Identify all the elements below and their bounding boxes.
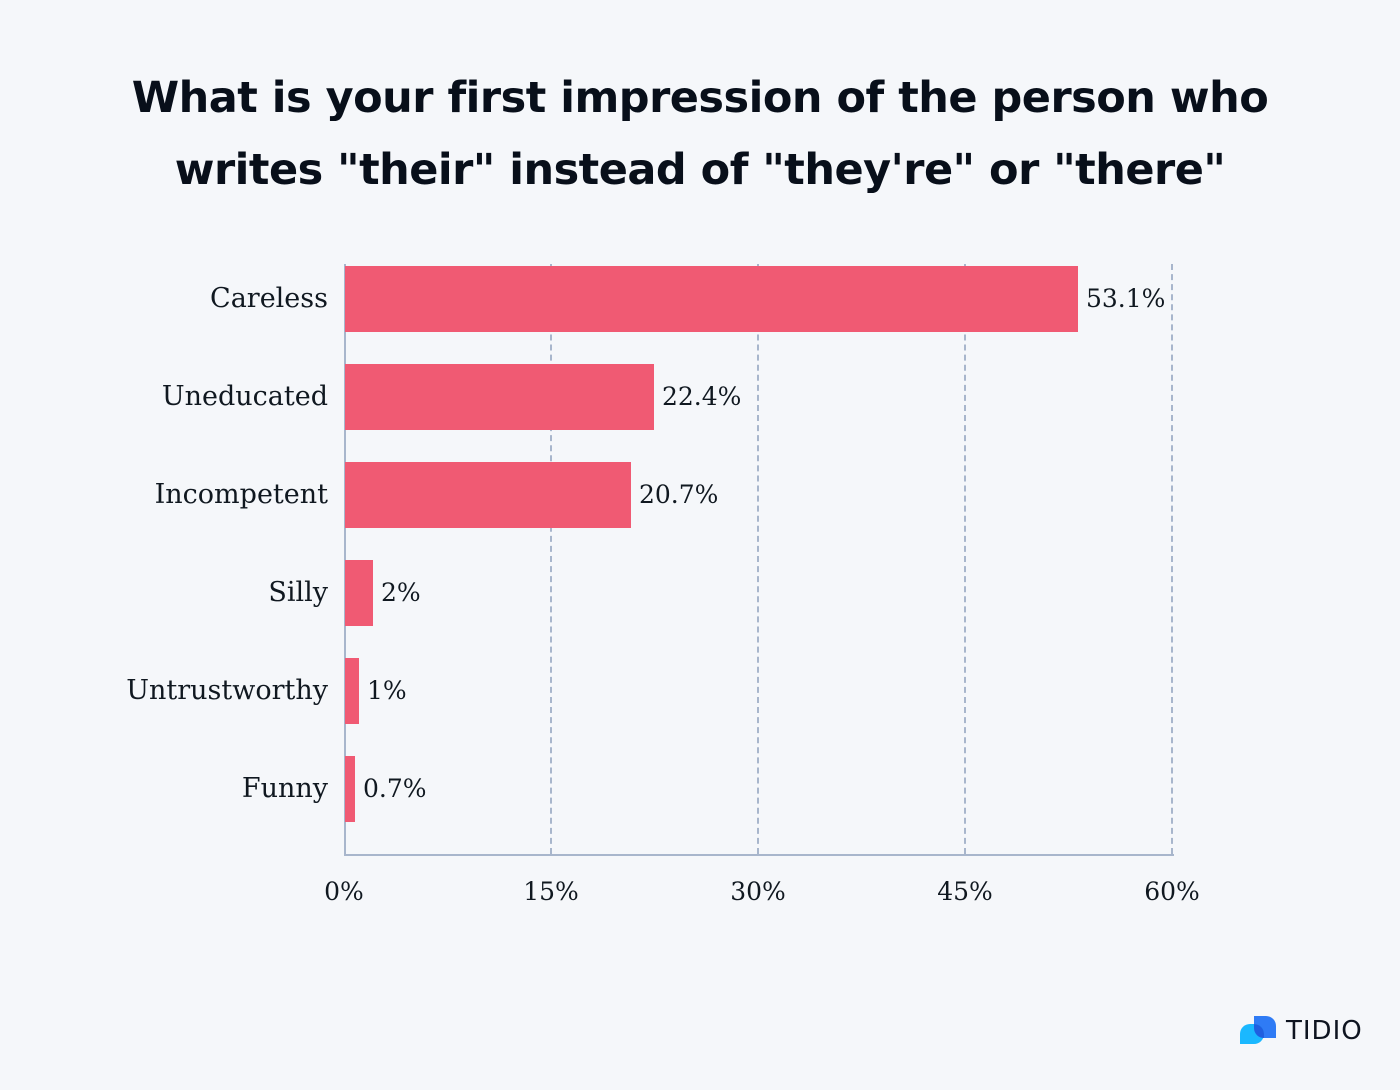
category-label: Untrustworthy: [126, 675, 328, 706]
category-label: Silly: [268, 577, 328, 608]
bar-row: 53.1%: [344, 266, 1244, 332]
bar-untrustworthy: [345, 658, 359, 724]
x-tick-label: 30%: [730, 877, 786, 906]
bar-careless: [345, 266, 1078, 332]
bar-value-label: 53.1%: [1086, 284, 1166, 313]
bar-incompetent: [345, 462, 631, 528]
bar-uneducated: [345, 364, 654, 430]
bar-row: 20.7%: [344, 462, 1244, 528]
tidio-logo-text: TIDIO: [1286, 1016, 1363, 1046]
category-label: Careless: [210, 283, 328, 314]
bar-value-label: 2%: [381, 578, 421, 607]
bar-funny: [345, 756, 355, 822]
bar-value-label: 20.7%: [639, 480, 719, 509]
category-label: Uneducated: [161, 381, 328, 412]
gridline-45: [964, 264, 966, 854]
bar-silly: [345, 560, 373, 626]
gridline-15: [550, 264, 552, 854]
x-tick-label: 45%: [937, 877, 993, 906]
x-tick-label: 0%: [324, 877, 364, 906]
x-tick-label: 15%: [523, 877, 579, 906]
x-axis-line: [344, 854, 1174, 856]
bar-row: 2%: [344, 560, 1244, 626]
bar-row: 22.4%: [344, 364, 1244, 430]
bar-row: 0.7%: [344, 756, 1244, 822]
tidio-logo: TIDIO: [1240, 1012, 1370, 1052]
bar-value-label: 22.4%: [662, 382, 742, 411]
gridline-30: [757, 264, 759, 854]
gridline-60: [1171, 264, 1173, 854]
chart-title-line-2: writes "their" instead of "they're" or "…: [174, 145, 1226, 195]
chart-title: What is your first impression of the per…: [0, 62, 1400, 206]
plot-area: 53.1% 22.4% 20.7% 2% 1% 0.7%: [344, 264, 1174, 856]
category-label: Funny: [241, 773, 328, 804]
bar-row: 1%: [344, 658, 1244, 724]
category-label: Incompetent: [154, 479, 328, 510]
bar-value-label: 0.7%: [363, 774, 427, 803]
chart-title-line-1: What is your first impression of the per…: [131, 73, 1269, 123]
bar-value-label: 1%: [367, 676, 407, 705]
tidio-logo-icon: [1240, 1016, 1276, 1044]
x-tick-label: 60%: [1144, 877, 1200, 906]
